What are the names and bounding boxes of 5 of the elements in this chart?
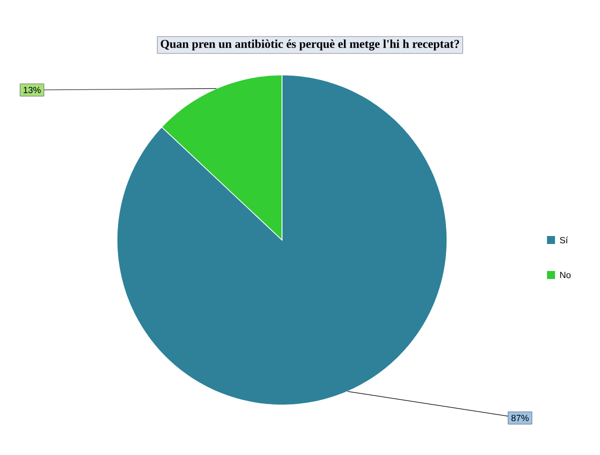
- data-label: 13%: [24, 86, 41, 94]
- legend-label: No: [560, 272, 571, 278]
- legend-label: Sí: [560, 236, 568, 244]
- data-label: 87%: [511, 414, 529, 422]
- chart-title: Quan pren un antibiòtic és perquè el metge l'hi h receptat?: [160, 40, 460, 50]
